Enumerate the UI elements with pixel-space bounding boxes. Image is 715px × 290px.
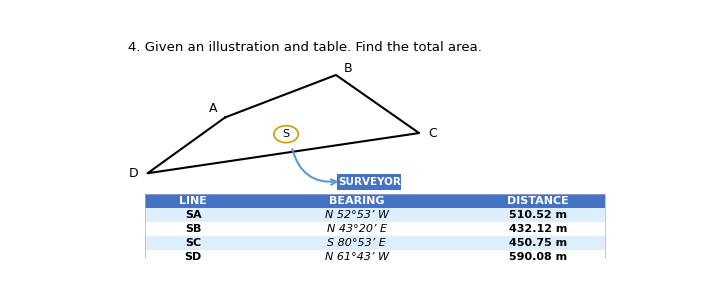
Text: 590.08 m: 590.08 m (509, 252, 567, 262)
Bar (144, 236, 242, 250)
Text: SD: SD (184, 252, 202, 262)
Text: 450.75 m: 450.75 m (509, 238, 567, 248)
Text: SB: SB (185, 224, 202, 234)
Text: B: B (344, 62, 352, 75)
Text: LINE: LINE (179, 196, 207, 206)
Bar (144, 250, 242, 264)
Bar (472, 195, 605, 208)
Bar (242, 222, 472, 236)
Text: N 52°53’ W: N 52°53’ W (325, 210, 389, 220)
Text: 432.12 m: 432.12 m (509, 224, 568, 234)
Text: 510.52 m: 510.52 m (509, 210, 567, 220)
Text: SC: SC (185, 238, 202, 248)
Text: SURVEYOR: SURVEYOR (337, 177, 400, 187)
Bar (242, 236, 472, 250)
Text: N 61°43’ W: N 61°43’ W (325, 252, 389, 262)
Bar (242, 250, 472, 264)
Bar (472, 222, 605, 236)
Bar (144, 208, 242, 222)
Bar (472, 236, 605, 250)
Bar (144, 222, 242, 236)
Text: D: D (129, 167, 139, 180)
Text: C: C (428, 126, 438, 139)
Text: N 43°20’ E: N 43°20’ E (327, 224, 387, 234)
Text: BEARING: BEARING (329, 196, 385, 206)
Bar (144, 195, 242, 208)
Bar (472, 250, 605, 264)
Bar (472, 208, 605, 222)
Text: S 80°53’ E: S 80°53’ E (327, 238, 386, 248)
Bar (144, 195, 605, 264)
Text: S: S (282, 129, 290, 139)
Text: SA: SA (185, 210, 202, 220)
Text: DISTANCE: DISTANCE (508, 196, 569, 206)
Bar (242, 195, 472, 208)
Text: 4. Given an illustration and table. Find the total area.: 4. Given an illustration and table. Find… (128, 41, 482, 55)
Bar (242, 208, 472, 222)
Bar (337, 174, 401, 190)
Text: A: A (209, 102, 217, 115)
